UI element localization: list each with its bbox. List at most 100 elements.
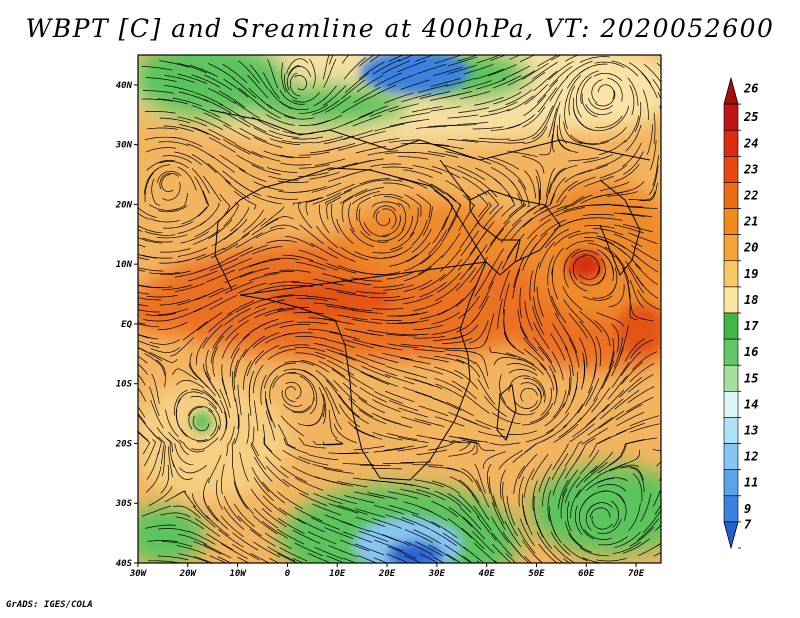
streamline [461, 439, 478, 456]
streamline [138, 297, 161, 301]
streamline [176, 379, 205, 389]
streamline [263, 150, 294, 159]
streamline [509, 180, 525, 207]
lon-label: 20W [179, 569, 198, 579]
streamline [457, 121, 489, 125]
streamline [595, 336, 602, 367]
streamline [371, 467, 403, 470]
streamline [404, 376, 434, 387]
streamline [597, 463, 626, 477]
streamline [491, 516, 509, 544]
streamline [503, 203, 526, 225]
colorbar-label: 18 [744, 293, 758, 307]
streamline [187, 405, 213, 417]
streamline [207, 163, 231, 184]
streamline [493, 91, 522, 105]
streamline [449, 476, 474, 496]
streamline [593, 228, 624, 236]
streamline [354, 491, 385, 499]
streamline [341, 55, 350, 64]
streamline [188, 270, 218, 282]
streamline [461, 468, 481, 492]
streamline [562, 325, 578, 354]
streamline [537, 55, 559, 67]
streamline [413, 300, 443, 312]
streamline [338, 142, 369, 151]
streamline [238, 260, 268, 271]
streamline [430, 529, 457, 546]
streamline [253, 181, 284, 191]
streamline [195, 287, 224, 301]
streamline [269, 138, 301, 145]
streamline [314, 302, 345, 308]
streamline [345, 363, 374, 378]
streamline [223, 202, 240, 227]
streamline [323, 135, 354, 145]
streamline [523, 94, 547, 117]
lon-label: 30E [428, 569, 446, 579]
streamline [411, 106, 443, 113]
streamline [305, 196, 324, 216]
streamline [639, 182, 658, 202]
streamline [242, 335, 265, 358]
streamline [399, 482, 430, 490]
streamline [536, 105, 554, 132]
streamline [568, 338, 580, 368]
streamline [342, 531, 373, 543]
streamline [580, 76, 593, 104]
streamline [411, 514, 441, 528]
streamline [206, 515, 230, 537]
streamline [298, 120, 330, 126]
streamline [656, 461, 661, 467]
streamline [455, 267, 477, 291]
streamline [506, 430, 538, 435]
streamline [558, 479, 569, 509]
streamline [397, 333, 429, 336]
streamline [437, 298, 464, 316]
streamline [505, 167, 527, 191]
streamline [294, 75, 307, 91]
streamline [358, 61, 385, 80]
streamline [196, 312, 223, 331]
streamline [325, 287, 357, 294]
streamline [607, 191, 638, 197]
streamline [434, 55, 463, 64]
streamline [598, 410, 625, 429]
streamline [277, 307, 309, 311]
streamline [177, 533, 207, 545]
streamline [565, 385, 578, 414]
streamline [536, 286, 544, 317]
streamline [292, 529, 321, 544]
streamline [267, 546, 296, 562]
streamline [398, 407, 429, 418]
streamline [523, 348, 547, 371]
streamline [486, 191, 500, 215]
streamline [430, 78, 461, 87]
streamline [323, 84, 347, 106]
streamline [461, 527, 485, 550]
streamline [208, 284, 238, 298]
streamline [336, 219, 354, 245]
streamline [475, 419, 505, 431]
streamline [224, 308, 251, 326]
streamline [203, 176, 222, 202]
streamline [458, 204, 476, 231]
streamline [627, 266, 645, 294]
streamline [474, 543, 497, 563]
streamline [448, 444, 476, 457]
streamline [523, 170, 537, 199]
streamline [454, 369, 479, 390]
streamline [382, 215, 401, 236]
streamline [351, 309, 383, 314]
streamline [318, 360, 346, 377]
streamline [138, 225, 163, 234]
streamline [560, 488, 568, 519]
streamline [238, 168, 267, 183]
streamline [151, 178, 161, 206]
streamline [358, 409, 387, 425]
streamline [416, 63, 447, 75]
streamline [370, 163, 402, 167]
streamline [383, 196, 411, 209]
streamline [533, 322, 550, 349]
streamline [299, 151, 330, 156]
